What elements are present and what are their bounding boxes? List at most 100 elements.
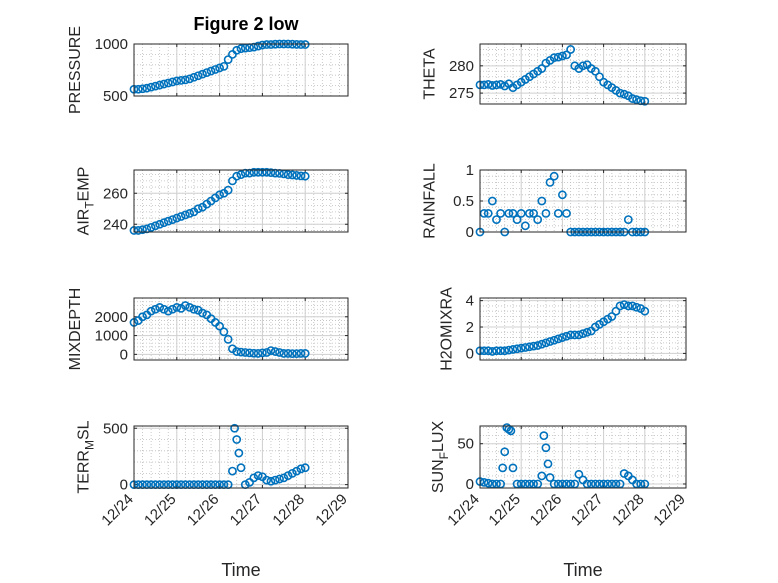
data-point: [483, 208, 493, 218]
data-point: [512, 344, 522, 354]
data-point: [266, 476, 276, 486]
subplot-rainfall: 0 0.5 1 RAINFALL: [422, 162, 687, 241]
y-tick-label: 0.5: [453, 193, 474, 210]
data-point: [549, 53, 559, 63]
data-point: [537, 64, 547, 73]
data-point: [543, 459, 553, 469]
subplot-air-temp: 240 260 AIRTEMP: [76, 167, 349, 235]
data-point: [279, 473, 289, 483]
data-point: [253, 349, 263, 358]
data-point: [506, 426, 516, 436]
data-point: [479, 208, 489, 218]
data-point: [611, 306, 621, 316]
data-point: [545, 473, 555, 482]
data-point: [159, 79, 169, 89]
data-point: [516, 343, 526, 353]
data-point: [300, 349, 310, 358]
data-point: [619, 89, 629, 99]
data-point: [262, 348, 272, 357]
data-point: [483, 346, 493, 356]
x-tick-label: 12/25: [485, 491, 524, 530]
data-point: [508, 463, 518, 473]
data-point: [566, 45, 576, 54]
data-point: [146, 82, 156, 92]
data-point: [529, 341, 538, 351]
data-point: [228, 466, 237, 476]
data-point: [168, 77, 177, 87]
y-tick-label: 2: [466, 319, 474, 336]
data-point: [253, 41, 263, 51]
data-point: [240, 348, 250, 357]
data-point: [142, 83, 152, 93]
data-point: [138, 312, 147, 322]
data-point: [566, 330, 576, 340]
y-tick-label: 260: [103, 185, 128, 202]
data-point: [623, 301, 633, 311]
data-point: [582, 327, 592, 337]
data-point: [558, 51, 567, 61]
data-point: [189, 304, 199, 314]
data-point: [138, 225, 147, 235]
data-point: [146, 306, 156, 316]
data-point: [512, 215, 522, 224]
data-point: [198, 308, 207, 318]
data-point: [508, 208, 518, 218]
y-tick-label: 500: [103, 88, 128, 105]
data-point: [287, 349, 297, 359]
x-tick-label: 12/29: [312, 491, 351, 530]
y-tick-label: 500: [103, 420, 128, 437]
y-axis-label: H2OMIXRA: [439, 287, 456, 371]
data-point: [283, 471, 293, 480]
data-point: [275, 474, 284, 484]
y-axis-label: TERRMSL: [76, 420, 97, 493]
data-point: [595, 72, 604, 82]
y-tick-label: 275: [449, 85, 474, 102]
data-point: [287, 170, 297, 180]
data-point: [219, 327, 229, 337]
data-point: [479, 346, 489, 356]
data-point: [150, 221, 160, 231]
data-point: [150, 81, 160, 91]
data-point: [223, 185, 233, 195]
data-point: [266, 346, 276, 356]
data-point: [176, 212, 186, 221]
axes-frame: [133, 169, 349, 233]
data-series: [475, 45, 650, 106]
data-point: [287, 468, 297, 478]
y-axis-label: SUNFLUX: [430, 421, 451, 494]
data-point: [545, 337, 555, 346]
plot-area: [480, 298, 686, 360]
data-point: [236, 44, 246, 54]
data-point: [245, 348, 254, 358]
data-point: [215, 63, 224, 73]
data-point: [300, 171, 310, 181]
data-point: [270, 347, 280, 356]
data-point: [525, 342, 534, 352]
data-point: [578, 329, 588, 339]
x-axis-label: Time: [563, 560, 602, 580]
data-point: [159, 304, 169, 314]
y-axis-label: PRESSURE: [67, 26, 84, 114]
y-tick-label: 1000: [95, 328, 128, 345]
data-point: [172, 302, 182, 312]
axes-frame: [133, 297, 349, 361]
data-point: [574, 330, 584, 340]
data-point: [553, 334, 563, 344]
data-point: [163, 216, 173, 226]
y-tick-label: 0: [466, 345, 474, 362]
y-tick-label: 280: [449, 58, 474, 75]
data-point: [541, 338, 551, 348]
data-point: [262, 167, 272, 177]
data-point: [483, 478, 493, 488]
y-tick-label: 50: [457, 436, 474, 453]
data-point: [483, 79, 493, 89]
data-point: [558, 190, 567, 200]
data-point: [479, 477, 489, 487]
data-point: [541, 443, 551, 453]
data-point: [198, 69, 207, 79]
data-point: [549, 171, 559, 181]
data-point: [496, 346, 505, 356]
data-point: [232, 347, 242, 356]
